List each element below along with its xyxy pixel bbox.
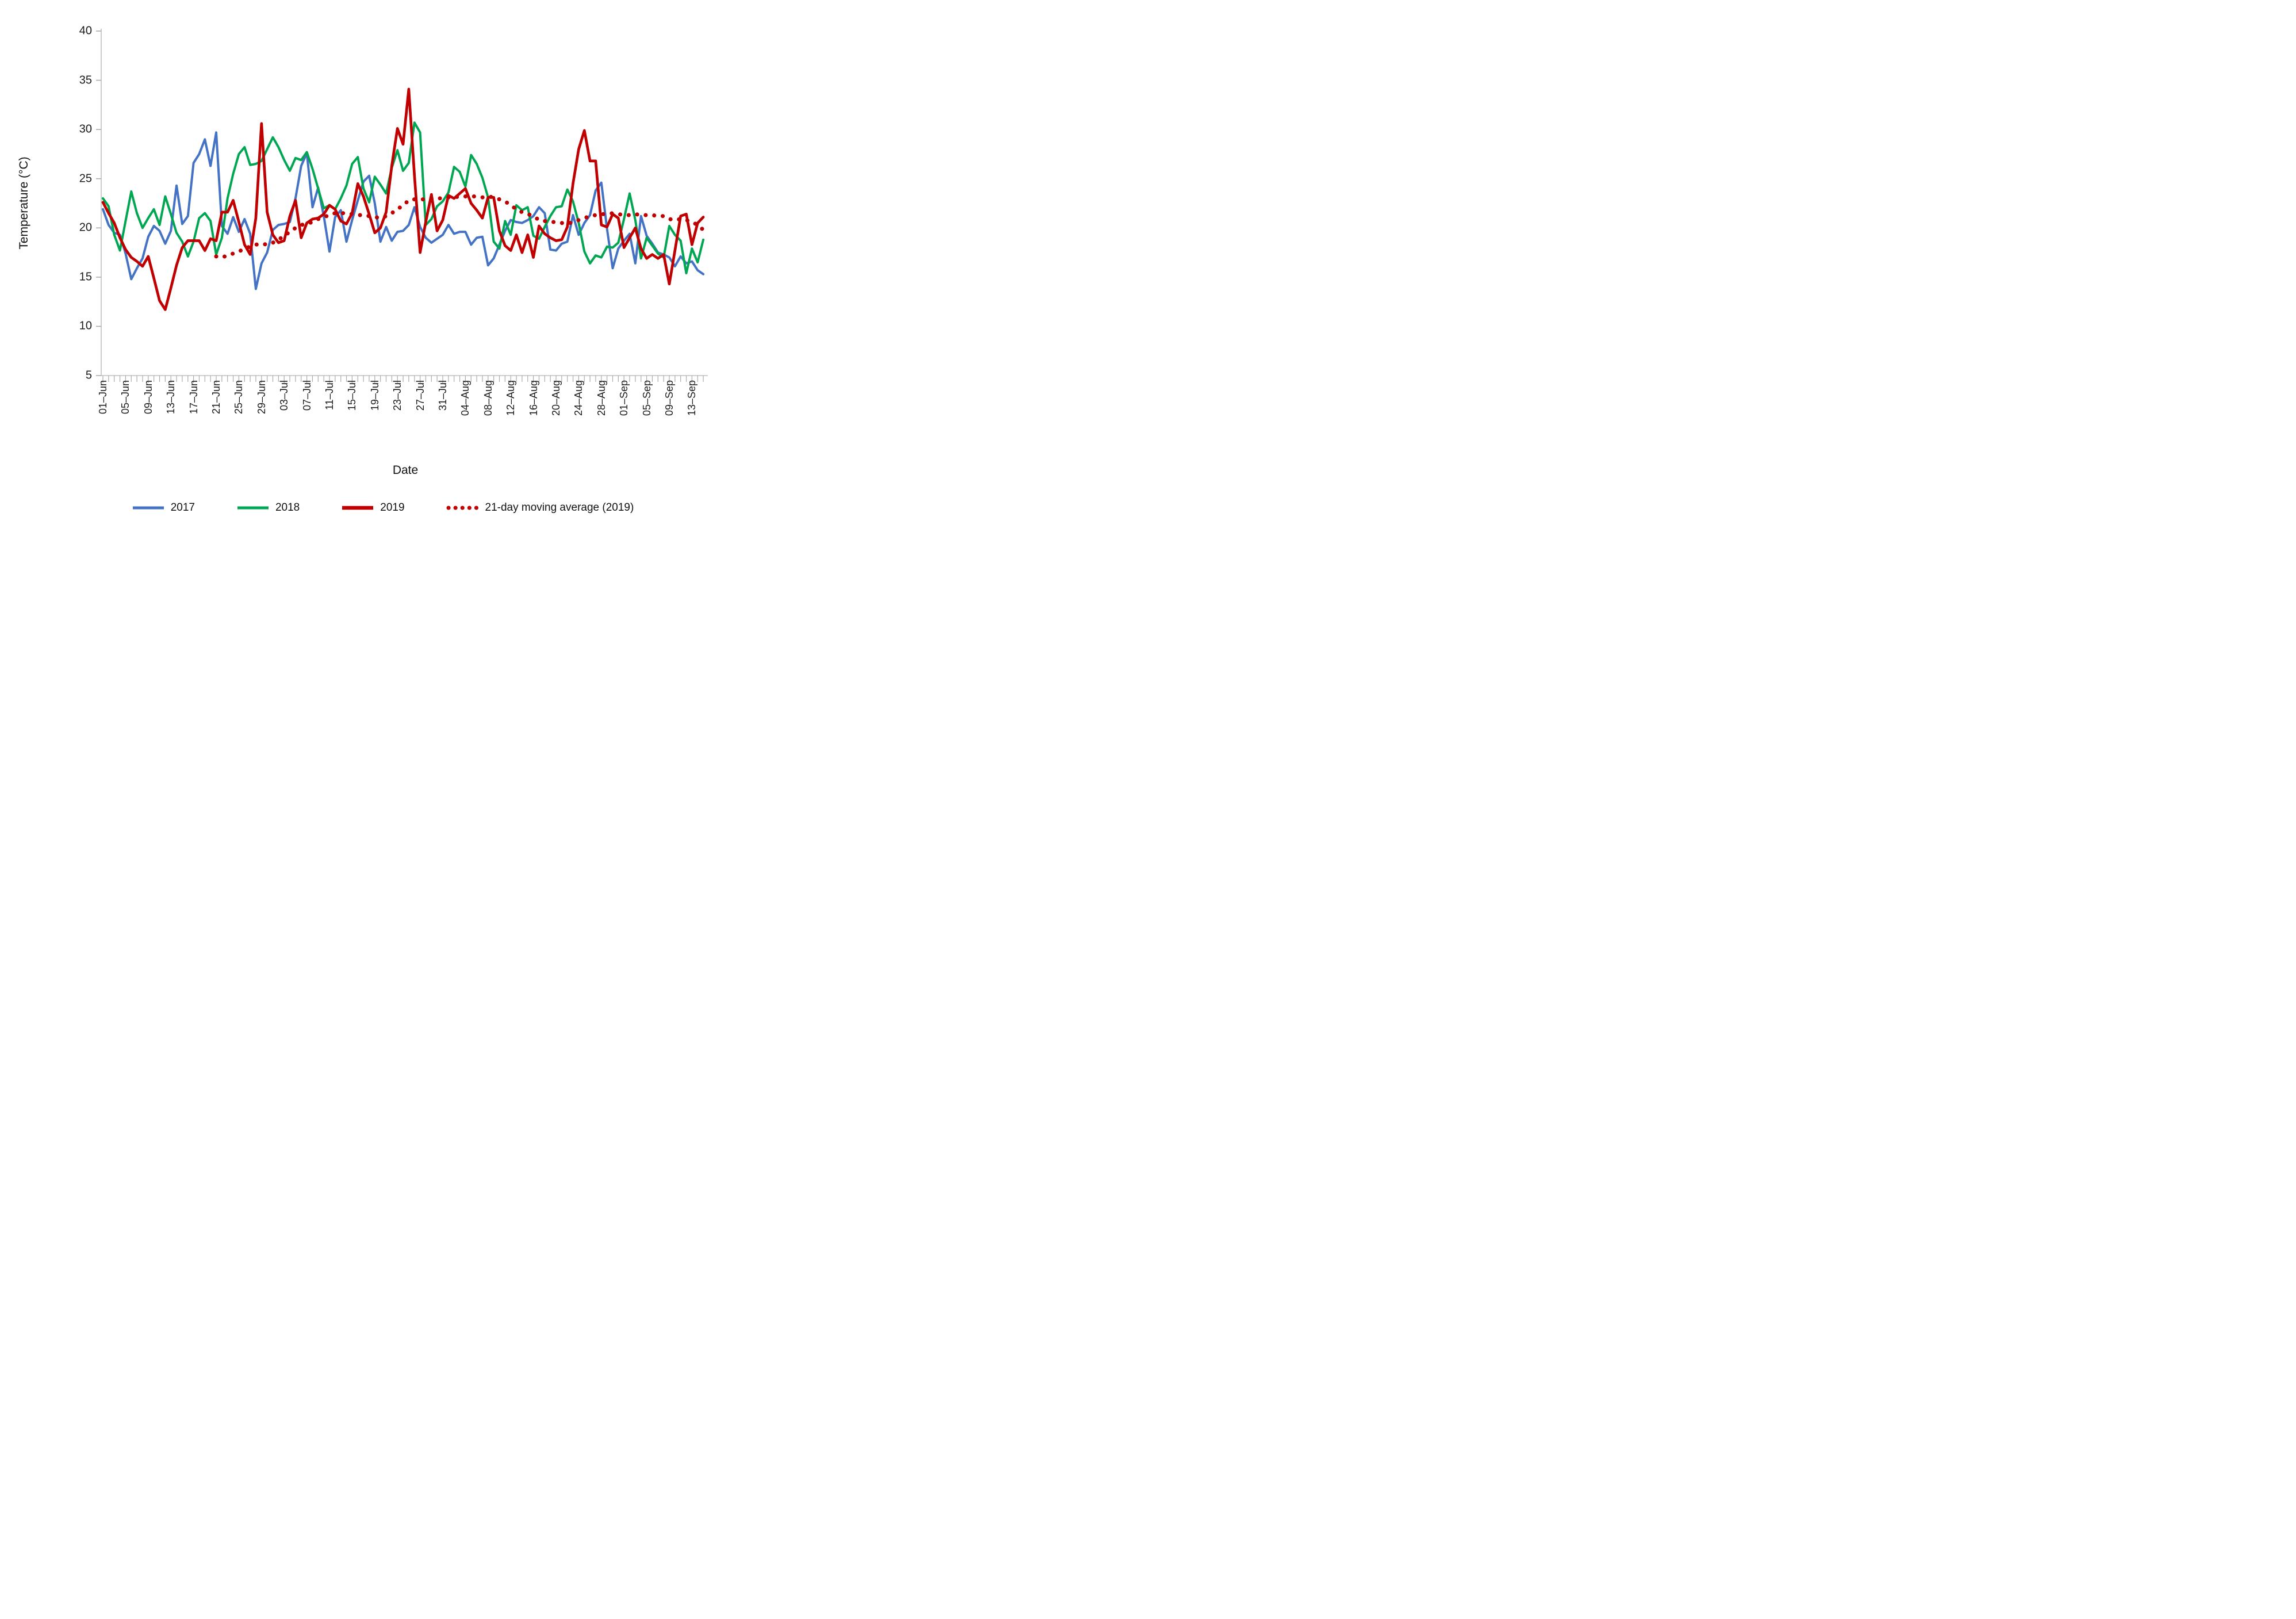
- x-tick-label: 19–Jul: [369, 380, 381, 411]
- series-line-2017: [102, 131, 705, 290]
- x-tick-label: 01–Jun: [97, 380, 109, 415]
- y-tick-label: 30: [79, 123, 92, 136]
- y-tick-label: 20: [79, 221, 92, 234]
- y-tick-label: 25: [79, 172, 92, 185]
- x-tick-label: 17–Jun: [187, 380, 200, 415]
- x-tick-label: 08–Aug: [482, 380, 494, 416]
- x-tick-label: 13–Sep: [686, 380, 698, 416]
- x-tick-label: 01–Sep: [618, 380, 630, 416]
- series-line-2019: [101, 87, 705, 311]
- x-tick-label: 25–Jun: [233, 380, 245, 415]
- legend-line-swatch: [237, 506, 269, 510]
- legend-label: 21-day moving average (2019): [485, 502, 634, 514]
- x-tick-label: 20–Aug: [550, 380, 562, 416]
- y-tick-label: 40: [79, 24, 92, 37]
- legend-label: 2019: [380, 502, 405, 514]
- x-tick-label: 09–Jun: [142, 380, 154, 415]
- x-axis-title: Date: [392, 464, 419, 477]
- series-line-2018: [102, 121, 705, 274]
- x-tick-label: 11–Jul: [324, 380, 335, 410]
- legend-label: 2017: [170, 502, 195, 514]
- x-tick-label: 16–Aug: [527, 380, 539, 416]
- chart-canvas: [96, 29, 708, 383]
- x-tick-label: 13–Jun: [165, 380, 177, 415]
- legend-item-21-day-moving-average-2019-: 21-day moving average (2019): [446, 502, 634, 514]
- y-tick-label: 15: [79, 270, 92, 284]
- x-tick-label: 27–Jul: [414, 380, 426, 411]
- x-tick-label: 23–Jul: [392, 380, 404, 411]
- x-tick-label: 29–Jun: [255, 380, 267, 415]
- x-tick-label: 05–Sep: [641, 380, 653, 416]
- legend-line-swatch: [342, 506, 374, 510]
- x-tick-label: 15–Jul: [346, 380, 358, 411]
- x-tick-label: 09–Sep: [664, 380, 675, 416]
- legend: 2017 2018 2019 21-day moving average (2019): [0, 502, 765, 514]
- y-tick-label: 5: [85, 369, 92, 382]
- x-tick-label: 12–Aug: [505, 380, 517, 416]
- legend-dotted-line-swatch: [446, 506, 480, 510]
- legend-label: 2018: [275, 502, 300, 514]
- legend-line-swatch: [132, 506, 164, 510]
- y-axis-title: Temperature (°C): [17, 156, 30, 250]
- y-tick-label: 35: [79, 74, 92, 87]
- x-tick-label: 31–Jul: [437, 380, 449, 411]
- y-tick-label: 10: [79, 319, 92, 332]
- legend-item-2019: 2019: [341, 502, 405, 514]
- temperature-line-chart-figure: 5 10 15 20 25 30 35 40 01–Jun 05–Jun 09–Jun 13–Jun…: [0, 0, 765, 539]
- legend-item-2017: 2017: [132, 502, 195, 514]
- x-tick-label: 05–Jun: [120, 380, 132, 415]
- x-tick-label: 04–Aug: [459, 380, 472, 416]
- legend-item-2018: 2018: [236, 502, 300, 514]
- series-line-21-day-moving-average-2019-: [214, 194, 706, 260]
- x-tick-label: 21–Jun: [210, 380, 222, 415]
- x-tick-label: 07–Jul: [301, 380, 313, 411]
- x-tick-label: 03–Jul: [278, 380, 290, 411]
- x-tick-label: 24–Aug: [573, 380, 585, 416]
- x-tick-label: 28–Aug: [595, 380, 607, 416]
